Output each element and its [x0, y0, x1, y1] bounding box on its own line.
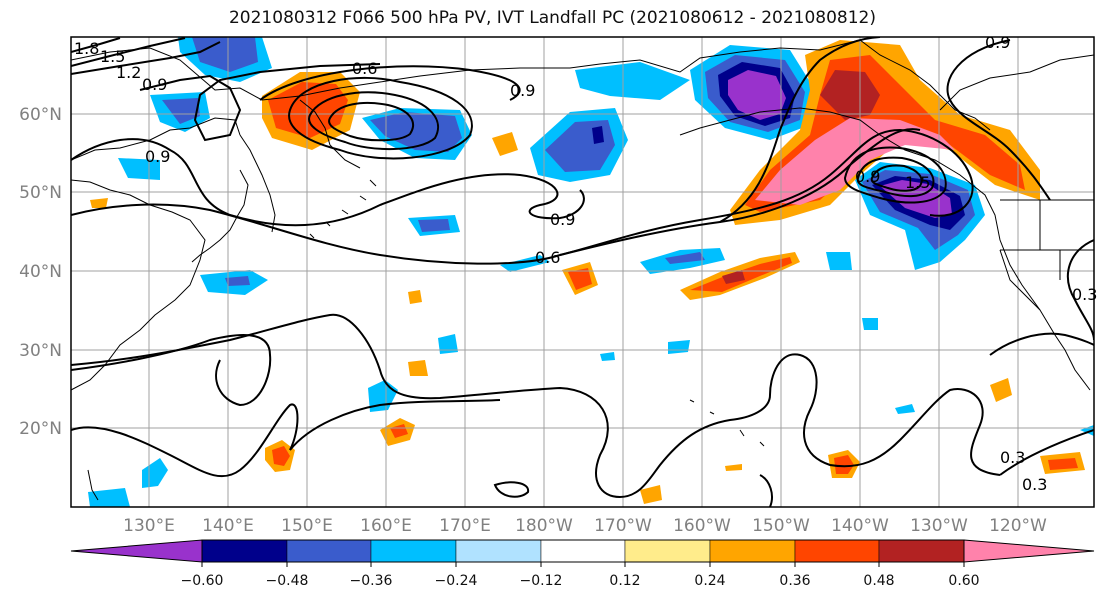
pv-contours	[71, 37, 1094, 507]
colorbar-tick-label: 0.24	[694, 573, 725, 589]
contour-label: 1.5	[100, 47, 125, 66]
colorbar-tick-label: 0.48	[863, 573, 894, 589]
lon-label: 140°W	[831, 516, 889, 536]
neg-anomaly-blob	[665, 252, 705, 264]
lon-label: 150°W	[752, 516, 810, 536]
colorbar: −0.60 −0.48 −0.36 −0.24 −0.12 0.12 0.24 …	[70, 539, 1095, 589]
pos-anomaly-blob	[408, 360, 428, 376]
neg-anomaly-blob	[668, 340, 690, 354]
neg-anomaly-blob	[162, 98, 200, 124]
colorbar-segment	[370, 539, 457, 563]
colorbar-ticks	[201, 562, 965, 567]
colorbar-segment	[624, 539, 711, 563]
neg-anomaly-blob	[225, 276, 250, 286]
pos-anomaly-blob	[725, 464, 742, 471]
coastlines	[71, 39, 1094, 501]
colorbar-left-extension	[70, 539, 203, 563]
neg-anomaly-blob	[592, 126, 604, 144]
colorbar-tick-label: −0.24	[435, 573, 478, 589]
lon-label: 160°E	[360, 516, 412, 536]
pos-anomaly-blob	[268, 82, 348, 138]
lon-label: 160°W	[673, 516, 731, 536]
contour-label: 0.9	[985, 33, 1010, 52]
pos-anomaly-blob	[640, 485, 662, 504]
contour-labels: 1.8 1.5 1.2 0.9 0.6 0.9 0.9 0.9 0.9 0.6 …	[74, 33, 1097, 494]
colorbar-segment	[794, 539, 880, 563]
colorbar-segment	[540, 539, 626, 563]
map-layers	[71, 37, 1094, 507]
pos-anomaly-blob	[820, 70, 880, 120]
contour-label: 0.3	[1072, 285, 1097, 304]
lat-label: 60°N	[19, 105, 62, 125]
contour-label: 0.6	[352, 59, 377, 78]
neg-anomaly-blob	[192, 37, 258, 72]
neg-anomaly-blob	[370, 112, 462, 152]
pos-anomaly-blob	[568, 268, 592, 290]
contour-label: 1.2	[116, 63, 141, 82]
neg-anomaly-blob	[88, 488, 130, 507]
lon-label: 130°W	[910, 516, 968, 536]
neg-anomaly-blob	[438, 334, 458, 354]
contour-label: 0.9	[510, 81, 535, 100]
lon-label: 170°E	[439, 516, 491, 536]
colorbar-segment	[455, 539, 542, 563]
contour-label: 0.9	[145, 147, 170, 166]
longitude-labels: 130°E 140°E 150°E 160°E 170°E 180°W 170°…	[123, 516, 1047, 536]
colorbar-segment	[286, 539, 372, 563]
lat-label: 30°N	[19, 341, 62, 361]
lon-label: 170°W	[594, 516, 652, 536]
neg-anomaly-blob	[895, 404, 915, 414]
pos-anomaly-blob	[990, 378, 1012, 402]
pos-anomaly-blob	[834, 455, 854, 474]
lon-label: 180°W	[515, 516, 573, 536]
pos-anomaly-blob	[90, 198, 108, 208]
colorbar-segment	[878, 539, 965, 563]
map-frame	[70, 36, 1095, 508]
colorbar-frame	[201, 539, 965, 563]
lon-label: 140°E	[202, 516, 254, 536]
neg-anomaly-blob	[862, 318, 878, 330]
lon-label: 150°E	[281, 516, 333, 536]
contour-label: 0.3	[1022, 475, 1047, 494]
colorbar-tick-label: 0.12	[609, 573, 640, 589]
neg-anomaly-blob	[575, 62, 690, 100]
contour-label: 1.8	[74, 39, 99, 58]
pos-anomaly-blob	[492, 132, 518, 156]
contour-label: 0.9	[142, 75, 167, 94]
neg-anomaly-blob	[826, 252, 852, 270]
pos-anomaly-blob	[272, 446, 290, 466]
lon-label: 130°E	[123, 516, 175, 536]
map-title: 2021080312 F066 500 hPa PV, IVT Landfall…	[228, 8, 876, 28]
colorbar-tick-label: −0.48	[266, 573, 309, 589]
contour-label: 1.5	[905, 173, 930, 192]
contour-label: 0.9	[550, 210, 575, 229]
colorbar-tick-label: −0.12	[520, 573, 563, 589]
neg-anomaly-blob	[728, 70, 786, 120]
colorbar-tick-label: −0.36	[350, 573, 393, 589]
latitude-labels: 60°N 50°N 40°N 30°N 20°N	[19, 105, 62, 439]
colorbar-tick-label: 0.60	[948, 573, 979, 589]
colorbar-tick-label: −0.60	[181, 573, 224, 589]
contour-label: 0.6	[535, 248, 560, 267]
colorbar-segment	[201, 539, 288, 563]
colorbar-tick-label: 0.36	[779, 573, 810, 589]
pos-anomaly-blob	[408, 290, 422, 304]
pos-anomaly-blob	[722, 270, 745, 284]
neg-anomaly-blob	[600, 352, 615, 361]
pos-anomaly-blob	[1048, 458, 1078, 470]
colorbar-right-extension	[963, 539, 1095, 563]
contour-label: 0.9	[855, 167, 880, 186]
lat-label: 50°N	[19, 183, 62, 203]
neg-anomaly-blob	[418, 219, 450, 232]
lat-label: 20°N	[19, 419, 62, 439]
colorbar-segment	[709, 539, 796, 563]
lon-label: 120°W	[989, 516, 1047, 536]
lat-label: 40°N	[19, 262, 62, 282]
contour-label: 0.3	[1000, 448, 1025, 467]
